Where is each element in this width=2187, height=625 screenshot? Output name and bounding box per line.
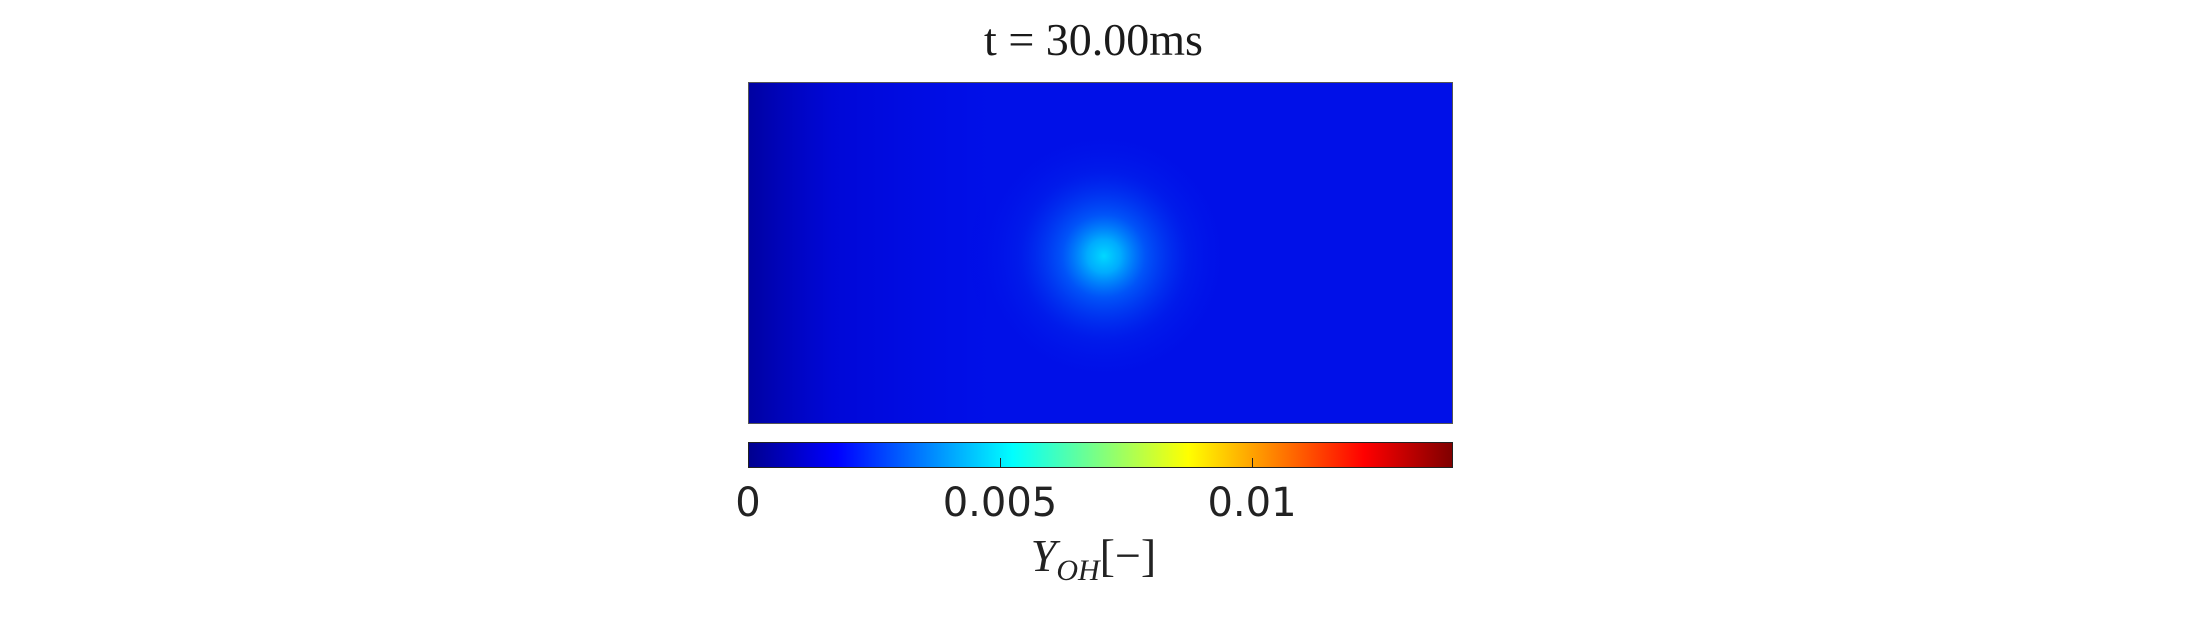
chart-title: t = 30.00ms xyxy=(984,14,1203,65)
colorbar-tick-2 xyxy=(1252,458,1253,468)
colorbar-tick-label-1: 0.005 xyxy=(942,480,1058,526)
colorbar xyxy=(748,442,1453,468)
colorbar-axis-label: YOH[−] xyxy=(0,526,2187,601)
heatmap-hotspot xyxy=(749,83,1452,423)
colorbar-label-symbol: Y xyxy=(1030,530,1057,581)
colorbar-label-suffix: [−] xyxy=(1099,530,1157,581)
colorbar-tick-label-0: 0 xyxy=(735,480,761,526)
colorbar-label-subscript: OH xyxy=(1056,554,1100,587)
colorbar-tick-1 xyxy=(1000,458,1001,468)
colorbar-tick-label-2: 0.01 xyxy=(1207,480,1297,526)
colorbar-gradient xyxy=(749,443,1452,467)
heatmap-plot xyxy=(748,82,1453,424)
